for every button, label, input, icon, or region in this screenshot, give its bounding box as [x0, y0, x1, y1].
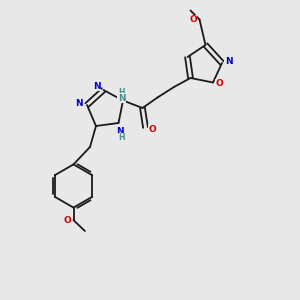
Text: H: H	[118, 133, 125, 142]
Text: O: O	[63, 216, 71, 225]
Text: N: N	[225, 57, 232, 66]
Text: H: H	[118, 88, 125, 97]
Text: N: N	[75, 99, 83, 108]
Text: N: N	[93, 82, 101, 91]
Text: O: O	[216, 80, 224, 88]
Text: N: N	[118, 94, 125, 103]
Text: O: O	[189, 15, 197, 24]
Text: N: N	[116, 127, 124, 136]
Text: O: O	[148, 124, 156, 134]
